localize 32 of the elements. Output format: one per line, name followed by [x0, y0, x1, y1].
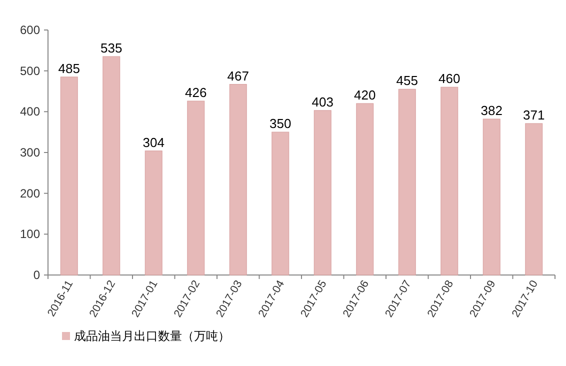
bar	[356, 103, 374, 276]
data-label: 350	[270, 116, 292, 132]
data-label: 467	[227, 68, 249, 84]
bar	[102, 56, 120, 276]
data-label: 382	[480, 103, 502, 118]
bar	[144, 150, 162, 276]
y-tick-label: 0	[33, 268, 40, 282]
data-label: 535	[100, 40, 122, 56]
y-tick-label: 200	[20, 186, 40, 200]
y-tick-label: 400	[20, 104, 40, 119]
data-label: 403	[312, 94, 334, 110]
y-tick-label: 100	[20, 227, 40, 242]
y-tick-label: 500	[20, 64, 40, 78]
bar	[398, 88, 416, 276]
data-label: 420	[354, 88, 376, 102]
bar	[60, 76, 78, 276]
bar	[272, 132, 290, 276]
bar	[187, 100, 205, 276]
data-label: 485	[58, 60, 80, 76]
data-label: 455	[396, 73, 418, 88]
legend-label: 成品油当月出口数量（万吨）	[74, 329, 230, 343]
data-label: 460	[438, 71, 460, 86]
y-tick-label: 600	[20, 23, 40, 37]
data-label: 426	[185, 85, 207, 100]
bar	[482, 118, 500, 276]
bar	[525, 123, 543, 276]
data-label: 371	[523, 108, 545, 123]
bar	[229, 84, 247, 276]
bar	[314, 110, 332, 276]
y-tick-label: 300	[20, 146, 40, 160]
bar	[440, 86, 458, 276]
data-label: 304	[142, 134, 164, 150]
